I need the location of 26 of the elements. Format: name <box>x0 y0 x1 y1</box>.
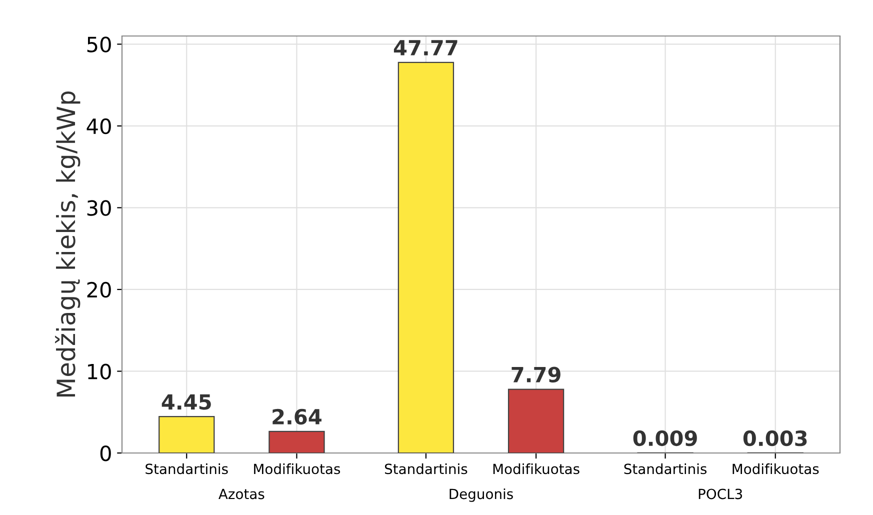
bar <box>398 62 454 453</box>
text: Standartinis <box>624 463 707 474</box>
data-label: 47.77 <box>394 40 458 56</box>
data-label: 7.79 <box>512 366 560 382</box>
text: Modifikuotas <box>493 463 580 474</box>
data-label: 4.45 <box>162 394 211 410</box>
data-label: 0.009 <box>633 430 697 446</box>
y-tick-label: 10 <box>88 364 111 380</box>
y-tick-label: 30 <box>87 200 111 216</box>
series-label: Standartinis <box>146 463 228 474</box>
data-label: 0.003 <box>743 430 807 446</box>
y-tick-label: 40 <box>86 118 111 134</box>
y-tick-label: 20 <box>87 282 111 298</box>
data-label: 2.64 <box>272 408 322 425</box>
x-tick-label: Deguonis <box>450 488 513 502</box>
y-axis-title: Medžiagų kiekis, kg/kWp <box>55 91 80 396</box>
bar <box>268 430 325 453</box>
x-tick-label: POCL3 <box>698 488 742 500</box>
y-tick-label: 50 <box>87 36 111 52</box>
y-tick-label: 0 <box>100 445 111 462</box>
x-tick-label: Azotas <box>218 488 264 500</box>
bar <box>508 388 564 453</box>
bar <box>158 416 215 453</box>
text: Modifikuotas <box>732 463 819 474</box>
text: Standartinis <box>384 463 468 474</box>
series-label: Modifikuotas <box>254 463 340 474</box>
